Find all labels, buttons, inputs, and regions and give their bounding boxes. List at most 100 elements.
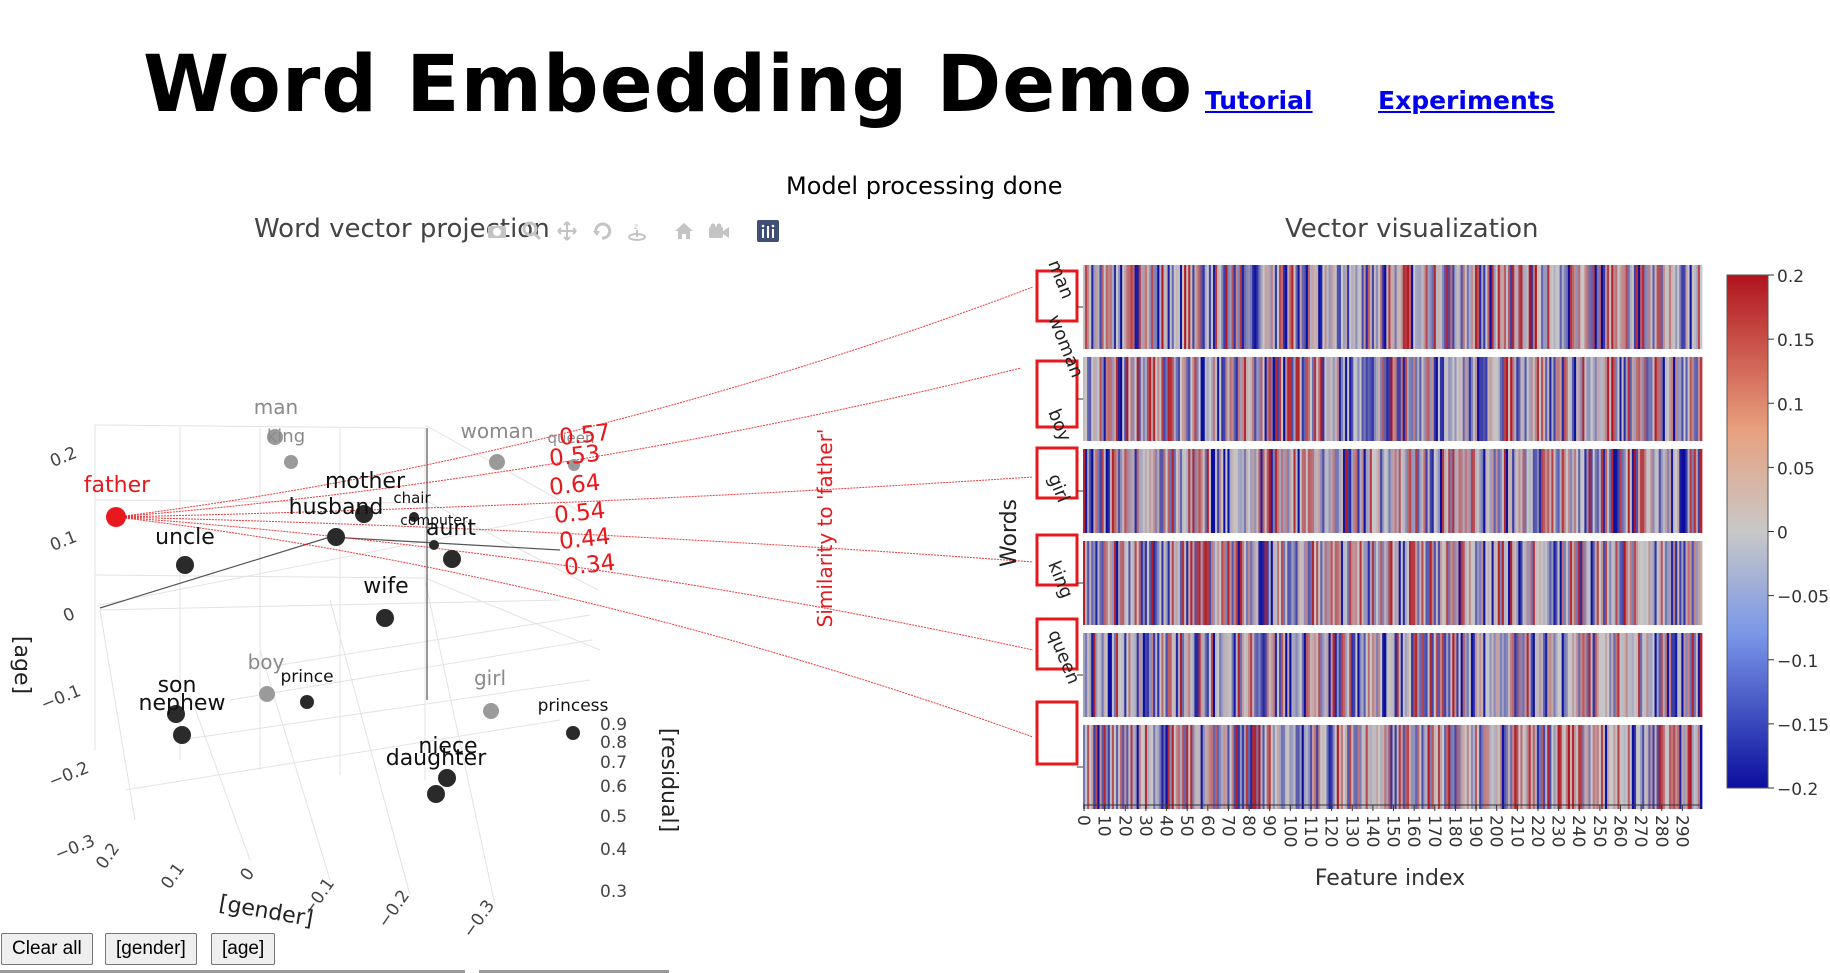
heatmap-cell bbox=[1594, 449, 1598, 533]
heatmap-cell bbox=[1470, 725, 1474, 809]
heatmap-cell bbox=[1512, 357, 1515, 441]
heatmap-cell bbox=[1435, 541, 1439, 625]
heatmap-cell bbox=[1246, 541, 1249, 625]
heatmap-cell bbox=[1281, 725, 1284, 809]
heatmap-cell bbox=[1223, 633, 1226, 717]
heatmap-cell bbox=[1689, 449, 1693, 533]
heatmap-cell bbox=[1483, 265, 1486, 349]
heatmap-cell bbox=[1336, 357, 1340, 441]
heatmap-cell bbox=[1541, 265, 1544, 349]
heatmap-cell bbox=[1243, 265, 1247, 349]
heatmap-cell bbox=[1219, 633, 1222, 717]
heatmap-cell bbox=[1136, 265, 1140, 349]
x-tick-label: 160 bbox=[1403, 815, 1423, 847]
heatmap-cell bbox=[1695, 633, 1699, 717]
heatmap-cell bbox=[1456, 725, 1459, 809]
heatmap-cell bbox=[1565, 449, 1569, 533]
experiments-link[interactable]: Experiments bbox=[1378, 86, 1555, 115]
heatmap-cell bbox=[1592, 449, 1596, 533]
heatmap-cell bbox=[1336, 449, 1340, 533]
heatmap-cell bbox=[1423, 541, 1426, 625]
heatmap-cell bbox=[1320, 265, 1323, 349]
heatmap-cell bbox=[1464, 633, 1468, 717]
heatmap-cell bbox=[1681, 725, 1684, 809]
heatmap-cell bbox=[1087, 725, 1090, 809]
heatmap-cell bbox=[1668, 357, 1672, 441]
x-tick-label: 180 bbox=[1444, 815, 1464, 847]
heatmap-cell bbox=[1677, 357, 1680, 441]
x-tick-label: 50 bbox=[1176, 815, 1196, 837]
heatmap-cell bbox=[1198, 449, 1202, 533]
x-tick-label: 60 bbox=[1197, 815, 1217, 837]
reset-camera-home-icon[interactable] bbox=[673, 220, 695, 242]
heatmap-cell bbox=[1369, 357, 1373, 441]
heatmap-cell bbox=[1345, 449, 1348, 533]
point-woman: woman bbox=[460, 419, 534, 470]
similarity-link bbox=[115, 286, 1034, 518]
heatmap-cell bbox=[1559, 541, 1563, 625]
heatmap-cell bbox=[1175, 357, 1179, 441]
heatmap-cell bbox=[1268, 357, 1272, 441]
heatmap-cell bbox=[1345, 265, 1348, 349]
heatmap-cell bbox=[1499, 357, 1503, 441]
pan-icon[interactable] bbox=[556, 220, 578, 242]
turntable-rotate-icon[interactable]: z bbox=[626, 220, 648, 242]
heatmap-cell bbox=[1543, 633, 1546, 717]
heatmap-cell bbox=[1336, 725, 1340, 809]
heatmap-cell bbox=[1569, 357, 1573, 441]
heatmap-cell bbox=[1421, 449, 1424, 533]
heatmap-cell bbox=[1522, 633, 1525, 717]
heatmap-cell bbox=[1369, 449, 1373, 533]
heatmap-cell bbox=[1338, 265, 1342, 349]
clear-all-button[interactable]: Clear all bbox=[1, 933, 93, 965]
video-camera-icon[interactable] bbox=[708, 220, 730, 242]
point-label: queen bbox=[548, 429, 595, 447]
point-marker bbox=[489, 454, 505, 470]
heatmap-cell bbox=[1314, 449, 1317, 533]
heatmap-cell bbox=[1586, 725, 1589, 809]
heatmap-cell bbox=[1287, 541, 1290, 625]
plotly-logo-icon[interactable] bbox=[757, 220, 779, 242]
heatmap-cell bbox=[1146, 265, 1150, 349]
heatmap-cell bbox=[1547, 357, 1550, 441]
heatmap-cell bbox=[1155, 725, 1158, 809]
heatmap-cell bbox=[1386, 633, 1389, 717]
svg-text:z: z bbox=[634, 222, 638, 231]
heatmap-cell bbox=[1429, 449, 1433, 533]
camera-icon[interactable] bbox=[486, 220, 508, 242]
heatmap-cell bbox=[1153, 449, 1156, 533]
heatmap-cell bbox=[1497, 357, 1501, 441]
heatmap-cell bbox=[1693, 541, 1697, 625]
heatmap-cell bbox=[1646, 449, 1649, 533]
heatmap-cell bbox=[1419, 357, 1422, 441]
heatmap-cell bbox=[1276, 449, 1280, 533]
heatmap-cell bbox=[1198, 633, 1202, 717]
heatmap-cell bbox=[1404, 449, 1408, 533]
gender-button[interactable]: [gender] bbox=[105, 933, 197, 965]
heatmap-cell bbox=[1365, 265, 1369, 349]
heatmap-cell bbox=[1116, 541, 1119, 625]
heatmap-cell bbox=[1221, 449, 1224, 533]
heatmap-cell bbox=[1322, 541, 1325, 625]
orbit-rotate-icon[interactable] bbox=[591, 220, 613, 242]
heatmap-cell bbox=[1411, 633, 1414, 717]
heatmap-cell bbox=[1516, 633, 1519, 717]
heatmap-cell bbox=[1105, 357, 1109, 441]
heatmap-cell bbox=[1536, 725, 1540, 809]
zoom-icon[interactable] bbox=[521, 220, 543, 242]
heatmap-cell bbox=[1557, 357, 1561, 441]
age-button[interactable]: [age] bbox=[211, 933, 276, 965]
heatmap-cell bbox=[1363, 265, 1367, 349]
heatmap-cell bbox=[1128, 725, 1131, 809]
heatmap-cell bbox=[1413, 357, 1416, 441]
heatmap-cell bbox=[1584, 265, 1587, 349]
heatmap-cell bbox=[1501, 725, 1505, 809]
heatmap-cell bbox=[1621, 725, 1624, 809]
x-tick-label: 30 bbox=[1135, 815, 1155, 837]
tutorial-link[interactable]: Tutorial bbox=[1205, 86, 1313, 115]
heatmap-cell bbox=[1468, 725, 1472, 809]
heatmap-cell bbox=[1083, 265, 1086, 349]
heatmap-cell bbox=[1650, 265, 1653, 349]
heatmap-cell bbox=[1369, 725, 1373, 809]
heatmap-cell bbox=[1165, 541, 1168, 625]
